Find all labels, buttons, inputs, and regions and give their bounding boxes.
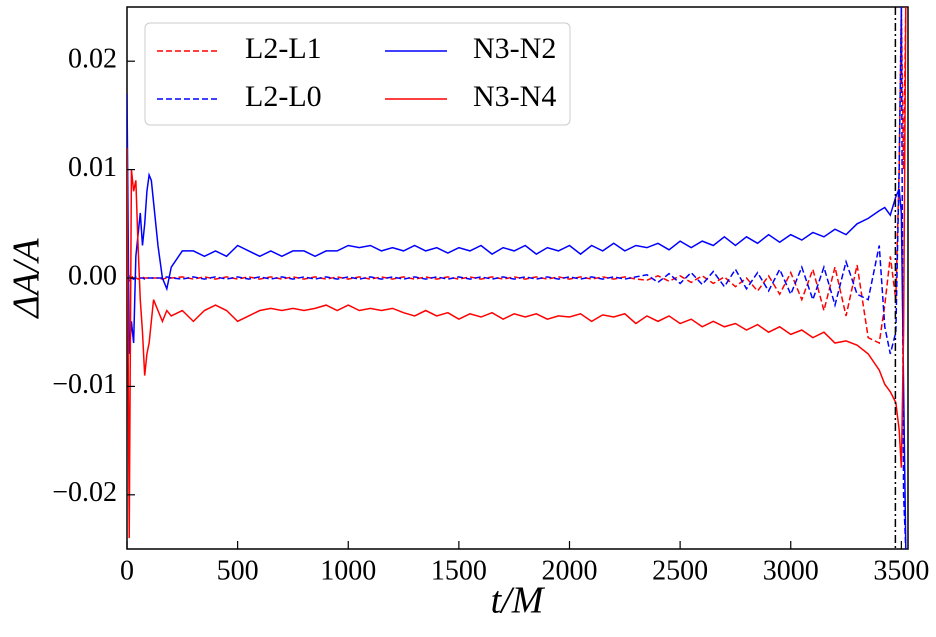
y-tick-label: 0.02 (68, 44, 117, 75)
y-tick-label: −0.02 (52, 477, 117, 508)
y-tick-label: −0.01 (52, 369, 117, 400)
plot-area (127, 7, 907, 549)
legend-label: N3-N2 (473, 32, 556, 65)
x-tick-label: 0 (120, 555, 134, 586)
x-tick-label: 2000 (541, 555, 597, 586)
x-axis-label: t/M (491, 580, 546, 622)
legend-label: L2-L0 (245, 80, 322, 113)
y-tick-label: 0.00 (68, 260, 117, 291)
x-tick-label: 1000 (320, 555, 376, 586)
legend-label: N3-N4 (473, 80, 556, 113)
x-tick-label: 500 (217, 555, 259, 586)
x-tick-label: 3000 (763, 555, 819, 586)
legend-label: L2-L1 (245, 32, 322, 65)
x-tick-label: 3500 (873, 555, 929, 586)
y-tick-label: 0.01 (68, 152, 117, 183)
y-axis-label: ΔA/A (6, 238, 48, 320)
data-line (127, 7, 907, 539)
x-tick-label: 1500 (431, 555, 487, 586)
x-tick-label: 2500 (652, 555, 708, 586)
data-line (127, 7, 907, 549)
data-line (127, 93, 907, 549)
legend-box (144, 22, 571, 126)
